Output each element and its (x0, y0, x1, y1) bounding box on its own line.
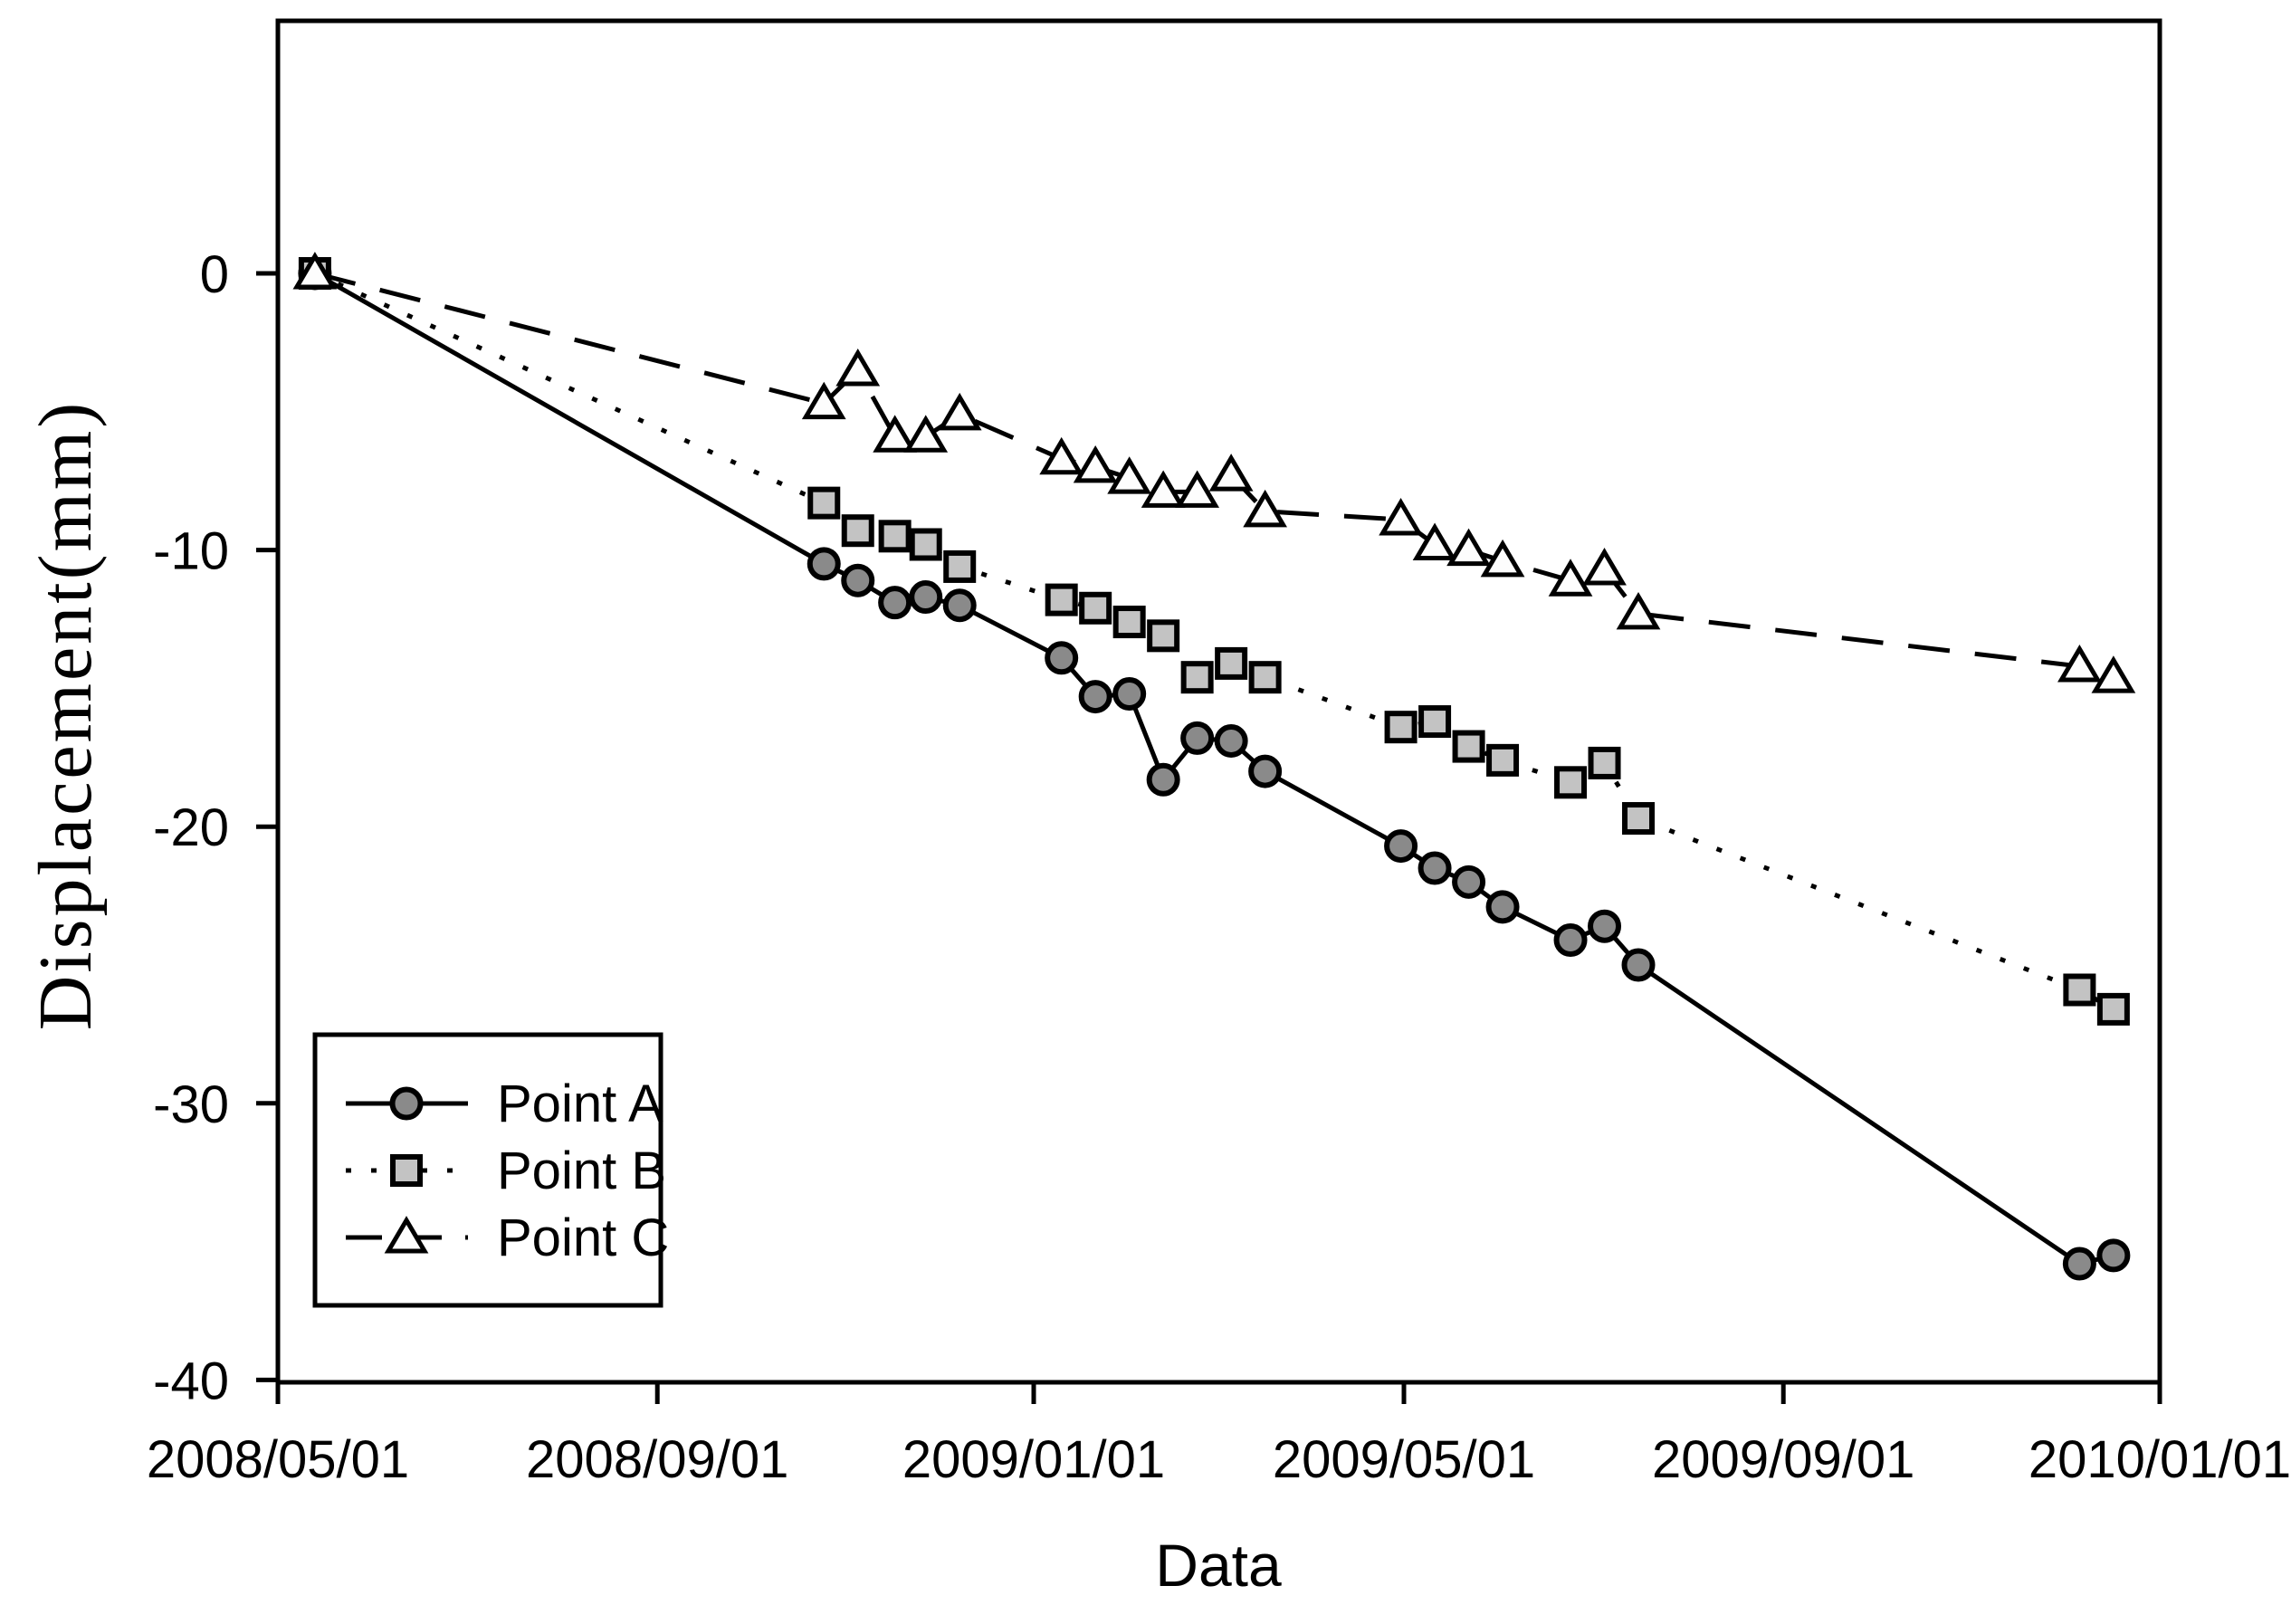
series-point-c (292, 252, 2136, 693)
data-point-square (1554, 766, 1588, 799)
data-point-circle (1553, 922, 1588, 957)
y-tick-label: -20 (153, 798, 229, 857)
series-point-b (298, 257, 2130, 1026)
data-point-triangle (873, 415, 918, 453)
data-point-circle (1180, 721, 1215, 755)
data-point-triangle (1446, 528, 1491, 567)
data-point-triangle (1141, 470, 1186, 508)
y-tick-label: -10 (153, 522, 229, 581)
axes-layer: 0 -10 -20 -30 -40 2008/05/01 2008/09/01 2009/01… (147, 18, 2291, 1489)
legend-marker-circle-icon (389, 1086, 424, 1121)
legend-marker-square-icon (390, 1154, 423, 1187)
y-axis-title: Displacement(mm) (24, 400, 108, 1030)
data-point-triangle (1039, 436, 1084, 475)
x-tick-label: 2008/05/01 (147, 1430, 409, 1489)
legend-label-point-b: Point B (497, 1142, 666, 1200)
legend-item-point-c: Point C (346, 1208, 669, 1267)
data-point-triangle (292, 252, 338, 290)
data-point-circle (1248, 754, 1283, 788)
series-line-dashed (314, 271, 2114, 680)
data-point-square (1588, 746, 1621, 779)
data-point-circle (1078, 680, 1112, 714)
data-point-circle (2096, 1238, 2131, 1273)
data-point-triangle (2091, 655, 2136, 693)
data-point-triangle (1073, 444, 1118, 483)
data-point-circle (909, 580, 943, 615)
legend-item-point-b: Point B (346, 1142, 666, 1200)
data-point-triangle (1243, 489, 1287, 528)
data-point-square (909, 528, 942, 561)
data-point-circle (1452, 865, 1486, 899)
data-point-square (943, 549, 977, 583)
data-point-square (1452, 730, 1485, 763)
x-tick-label: 2009/09/01 (1652, 1430, 1914, 1489)
data-point-square (1045, 583, 1078, 616)
data-point-square (1147, 619, 1180, 653)
legend-label-point-c: Point C (497, 1208, 669, 1267)
data-point-triangle (1208, 454, 1254, 492)
data-point-square (2063, 973, 2096, 1007)
data-point-triangle (1582, 548, 1627, 586)
data-point-triangle (903, 415, 949, 453)
series-line-dotted (313, 271, 2115, 1012)
data-point-circle (1621, 948, 1656, 982)
data-point-triangle (1379, 498, 1423, 536)
data-point-triangle (1548, 559, 1593, 597)
data-point-triangle (801, 381, 846, 420)
data-point-circle (1045, 641, 1079, 675)
series-layer (292, 252, 2136, 1281)
data-point-square (878, 520, 912, 553)
data-point-triangle (937, 392, 982, 431)
data-point-square (1486, 743, 1520, 777)
data-point-circle (1112, 677, 1147, 712)
x-axis-title: Data (1155, 1532, 1282, 1599)
data-point-circle (1588, 909, 1622, 943)
legend-marker-triangle-icon (384, 1216, 429, 1254)
x-tick-label: 2009/01/01 (902, 1430, 1165, 1489)
data-point-circle (1485, 890, 1520, 924)
y-tick-label: 0 (200, 245, 229, 304)
data-point-square (2096, 992, 2130, 1026)
data-point-triangle (2057, 645, 2102, 683)
x-tick-label: 2008/09/01 (526, 1430, 788, 1489)
data-point-circle (878, 586, 912, 620)
data-point-square (1180, 661, 1214, 694)
data-point-triangle (1480, 539, 1525, 578)
data-point-square (1112, 606, 1146, 639)
data-point-square (807, 486, 841, 520)
data-point-circle (2062, 1247, 2096, 1281)
legend: Point A Point B Point C (312, 1032, 669, 1308)
data-point-triangle (1107, 456, 1152, 494)
x-tick-label: 2009/05/01 (1273, 1430, 1535, 1489)
data-point-circle (841, 563, 875, 597)
data-point-square (1079, 591, 1112, 625)
plot-border (275, 18, 2162, 1385)
data-point-circle (942, 588, 977, 623)
data-point-triangle (1616, 591, 1661, 630)
data-point-circle (1418, 851, 1452, 885)
data-point-circle (1384, 829, 1418, 864)
x-tick-label: 2010/01/01 (2028, 1430, 2291, 1489)
data-point-circle (1214, 723, 1248, 758)
data-point-circle (807, 547, 841, 581)
data-point-square (841, 514, 874, 548)
legend-item-point-a: Point A (346, 1075, 663, 1133)
data-point-triangle (835, 349, 881, 387)
data-point-triangle (1412, 522, 1457, 560)
data-point-square (1248, 661, 1282, 694)
data-point-square (1384, 711, 1418, 744)
data-point-square (1418, 705, 1452, 739)
data-point-triangle (1175, 470, 1220, 508)
data-point-square (1622, 802, 1656, 836)
data-point-square (1215, 646, 1248, 680)
y-tick-label: -30 (153, 1075, 229, 1134)
legend-label-point-a: Point A (497, 1075, 663, 1133)
data-point-circle (1146, 762, 1180, 797)
y-tick-label: -40 (153, 1352, 229, 1410)
